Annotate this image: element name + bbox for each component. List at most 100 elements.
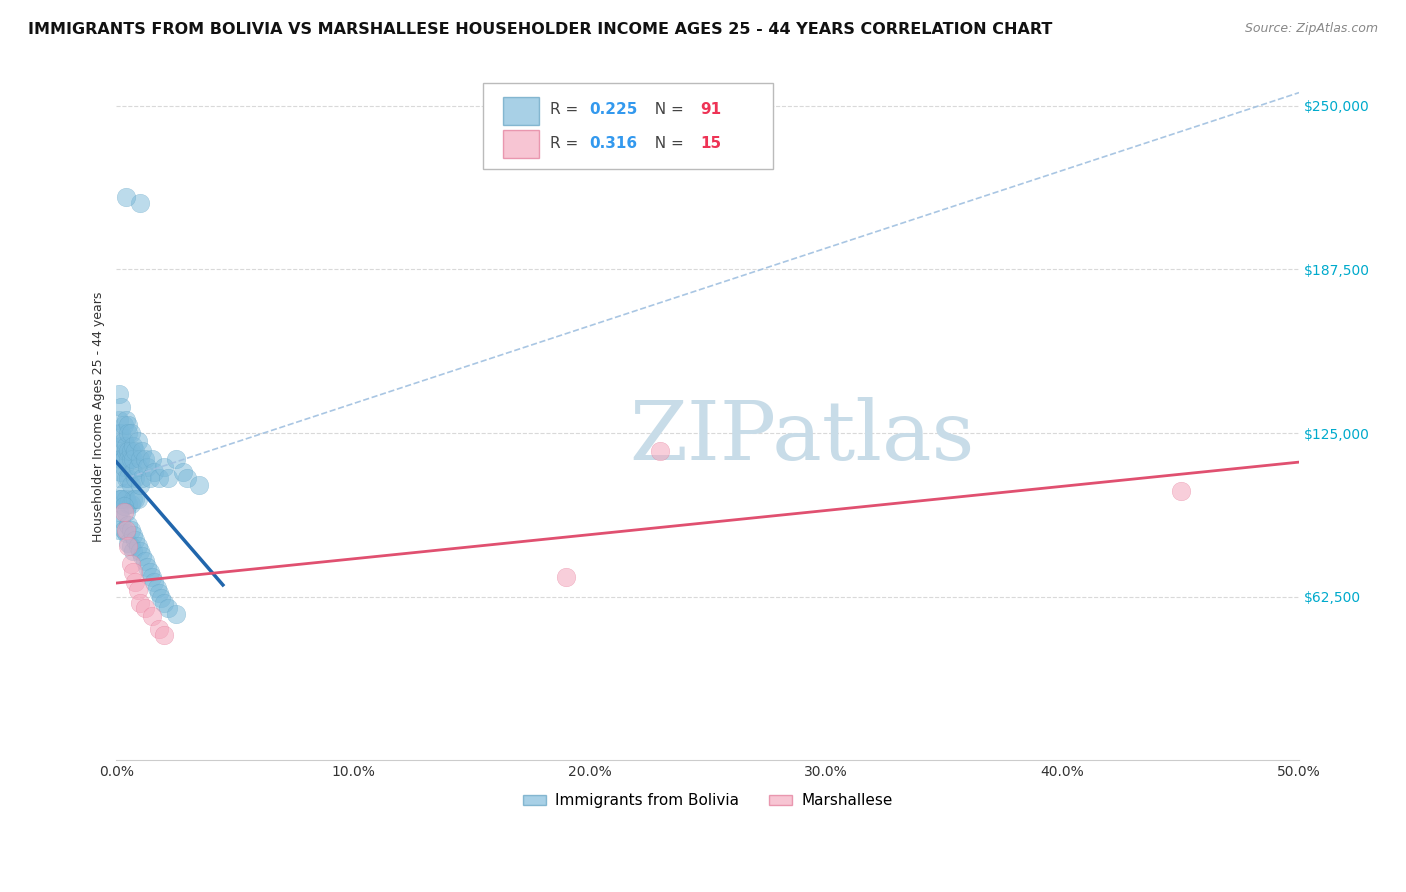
Point xyxy=(115,491,138,506)
Point xyxy=(112,523,135,537)
Text: 0.225: 0.225 xyxy=(589,102,638,117)
Point xyxy=(110,491,132,506)
Point xyxy=(1170,483,1192,498)
Point xyxy=(112,418,135,433)
Point xyxy=(107,452,129,467)
Point xyxy=(127,491,149,506)
Point xyxy=(152,596,174,610)
Point xyxy=(120,444,142,458)
Point xyxy=(129,195,152,210)
Point xyxy=(134,452,156,467)
Point xyxy=(110,400,132,414)
Point xyxy=(107,413,129,427)
Point xyxy=(110,425,132,440)
Point xyxy=(122,528,145,542)
Point xyxy=(145,581,167,595)
Point xyxy=(134,601,156,615)
Point xyxy=(124,575,146,590)
Point xyxy=(188,478,211,492)
Point xyxy=(112,460,135,475)
Text: R =: R = xyxy=(551,136,583,152)
Point xyxy=(124,444,146,458)
Point xyxy=(115,505,138,519)
Point xyxy=(122,491,145,506)
Point xyxy=(120,452,142,467)
Point xyxy=(152,628,174,642)
Point xyxy=(107,505,129,519)
Point xyxy=(107,470,129,484)
Point xyxy=(127,460,149,475)
Point xyxy=(141,609,163,624)
Point xyxy=(148,623,170,637)
Point xyxy=(127,539,149,553)
Point xyxy=(115,470,138,484)
Point xyxy=(124,533,146,548)
Point xyxy=(112,434,135,448)
Text: IMMIGRANTS FROM BOLIVIA VS MARSHALLESE HOUSEHOLDER INCOME AGES 25 - 44 YEARS COR: IMMIGRANTS FROM BOLIVIA VS MARSHALLESE H… xyxy=(28,22,1053,37)
Point xyxy=(120,478,142,492)
Point xyxy=(112,486,135,500)
Point xyxy=(124,491,146,506)
Point xyxy=(115,444,138,458)
Point xyxy=(129,452,152,467)
Point xyxy=(115,413,138,427)
Point xyxy=(152,460,174,475)
Point xyxy=(112,505,135,519)
Point xyxy=(120,539,142,553)
Point xyxy=(129,596,152,610)
Point xyxy=(148,470,170,484)
Point xyxy=(165,607,187,621)
Point xyxy=(117,425,139,440)
Point xyxy=(141,570,163,584)
Point xyxy=(120,523,142,537)
Point xyxy=(554,570,576,584)
Point xyxy=(122,439,145,453)
Point xyxy=(122,544,145,558)
Point xyxy=(138,470,160,484)
Point xyxy=(117,539,139,553)
Text: 15: 15 xyxy=(700,136,721,152)
Point xyxy=(117,470,139,484)
Point xyxy=(122,452,145,467)
Point xyxy=(107,425,129,440)
Point xyxy=(117,497,139,511)
Point xyxy=(124,470,146,484)
Point xyxy=(107,386,129,401)
Point xyxy=(176,470,198,484)
FancyBboxPatch shape xyxy=(484,83,773,169)
Point xyxy=(129,478,152,492)
Point xyxy=(136,460,159,475)
Text: 91: 91 xyxy=(700,102,721,117)
Legend: Immigrants from Bolivia, Marshallese: Immigrants from Bolivia, Marshallese xyxy=(516,788,898,814)
Point xyxy=(127,583,149,598)
Text: R =: R = xyxy=(551,102,583,117)
Point xyxy=(117,444,139,458)
Y-axis label: Householder Income Ages 25 - 44 years: Householder Income Ages 25 - 44 years xyxy=(93,292,105,541)
Point xyxy=(650,444,672,458)
Point xyxy=(117,536,139,550)
Text: N =: N = xyxy=(645,102,689,117)
Point xyxy=(138,565,160,579)
Point xyxy=(127,434,149,448)
Point xyxy=(136,559,159,574)
Point xyxy=(122,466,145,480)
Point xyxy=(115,439,138,453)
Point xyxy=(131,549,153,563)
Point xyxy=(134,554,156,568)
Point xyxy=(131,444,153,458)
Point xyxy=(110,452,132,467)
Point xyxy=(165,452,187,467)
Point xyxy=(115,523,138,537)
Point xyxy=(143,575,166,590)
Text: Source: ZipAtlas.com: Source: ZipAtlas.com xyxy=(1244,22,1378,36)
Point xyxy=(107,491,129,506)
Point xyxy=(107,444,129,458)
Point xyxy=(117,517,139,532)
Point xyxy=(112,500,135,514)
Point xyxy=(115,190,138,204)
Point xyxy=(115,525,138,540)
Text: ZIPatlas: ZIPatlas xyxy=(630,397,974,477)
Point xyxy=(157,470,180,484)
Point xyxy=(150,591,173,605)
Point xyxy=(110,491,132,506)
